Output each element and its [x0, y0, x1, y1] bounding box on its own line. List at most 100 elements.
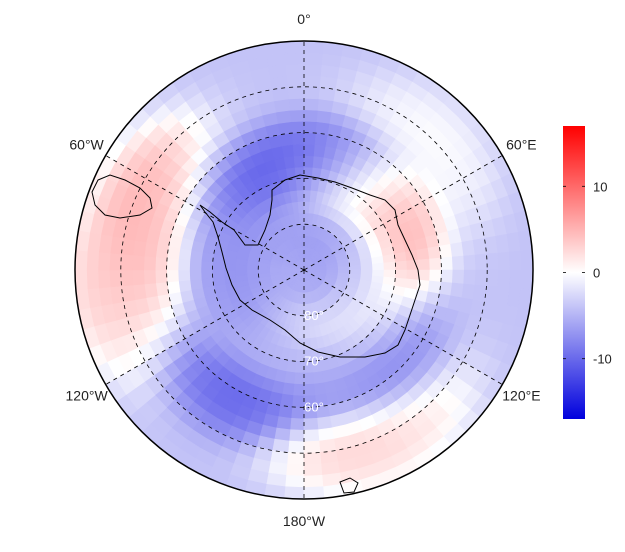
- heatmap-cell: [372, 262, 385, 271]
- latitude-label: 60°: [304, 399, 324, 414]
- heatmap-cell: [290, 120, 305, 134]
- heatmap-cell: [289, 417, 305, 431]
- heatmap-cell: [303, 41, 325, 54]
- heatmap-cell: [463, 269, 477, 286]
- heatmap-cell: [155, 243, 170, 259]
- colorbar-tick-label: 0: [593, 266, 600, 281]
- heatmap-cell: [108, 269, 122, 288]
- heatmap-cell: [290, 406, 305, 420]
- heatmap-cell: [294, 166, 305, 180]
- heatmap-cell: [383, 261, 396, 271]
- heatmap-cell: [394, 260, 408, 271]
- heatmap-cell: [189, 269, 202, 281]
- heatmap-cell: [303, 417, 319, 431]
- latitude-circle: [166, 132, 442, 408]
- heatmap-cell: [166, 269, 179, 283]
- heatmap-cell: [486, 269, 499, 288]
- heatmap-cell: [520, 249, 533, 271]
- heatmap-cell: [440, 269, 454, 284]
- heatmap-cell: [177, 269, 191, 282]
- meridian-line: [303, 269, 503, 385]
- heatmap-cell: [450, 282, 465, 299]
- heatmap-cell: [303, 86, 321, 100]
- longitude-label: 60°E: [506, 137, 537, 153]
- heatmap-cell: [303, 178, 313, 191]
- heatmap-cell: [303, 372, 315, 385]
- colorbar-ticks: 10 0 -10: [563, 179, 612, 367]
- heatmap-cell: [143, 241, 158, 258]
- heatmap-cell: [108, 252, 122, 271]
- heatmap-cell: [303, 486, 325, 499]
- heatmap-cell: [212, 261, 225, 271]
- heatmap-cell: [120, 253, 134, 271]
- heatmap-cell: [155, 281, 170, 297]
- heatmap-cell: [277, 121, 293, 136]
- heatmap-cell: [275, 109, 292, 124]
- heatmap-cell: [299, 223, 305, 237]
- heatmap-cell: [287, 440, 305, 454]
- heatmap-cell: [200, 269, 214, 280]
- latitude-circle: [120, 86, 488, 454]
- heatmap-cell: [281, 144, 295, 158]
- heatmap-cell: [303, 383, 316, 397]
- heatmap-cell: [315, 121, 331, 136]
- latitude-label: 80°: [304, 308, 324, 323]
- heatmap-cell: [154, 256, 168, 271]
- heatmap-cell: [303, 429, 320, 443]
- heatmap-cell: [497, 251, 511, 271]
- heatmap-cell: [189, 259, 202, 271]
- heatmap-cell: [200, 277, 215, 289]
- heatmap-cell: [75, 269, 88, 291]
- heatmap-cell: [120, 269, 134, 287]
- meridian-line: [105, 269, 305, 385]
- heatmap-cell: [497, 269, 511, 289]
- heatmap-cell: [303, 452, 322, 465]
- heatmap-cell: [284, 52, 305, 66]
- latitude-label: 70°: [304, 354, 324, 369]
- antarctica-coastline: [91, 174, 421, 494]
- heatmap-cell: [86, 250, 100, 271]
- heatmap-cell: [289, 109, 305, 123]
- heatmap-cell: [427, 245, 442, 260]
- heatmap-cell: [438, 281, 453, 297]
- heatmap-cell: [189, 278, 203, 291]
- heatmap-cell: [303, 97, 320, 111]
- heatmap-cell: [296, 189, 305, 202]
- heatmap-cell: [429, 269, 442, 283]
- heatmap-cell: [294, 360, 305, 374]
- heatmap-cell: [178, 279, 192, 293]
- heatmap-cell: [277, 404, 293, 419]
- heatmap-cell: [508, 250, 522, 271]
- heatmap-cell: [393, 251, 408, 263]
- colorbar-tick-label: -10: [593, 352, 612, 367]
- heatmap-cell: [283, 41, 305, 54]
- heatmap-cell: [285, 63, 305, 77]
- latitude-circle: [257, 223, 351, 317]
- meridian-line: [303, 155, 503, 271]
- latitude-labels: 80° 70° 60°: [304, 308, 324, 415]
- heatmap-cell: [406, 269, 419, 281]
- heatmap-cell: [166, 257, 179, 271]
- heatmap-cell: [293, 155, 305, 168]
- heatmap-cell: [223, 269, 236, 278]
- longitude-labels: 0° 60°E 120°E 180°W 120°W 60°W: [66, 11, 541, 529]
- heatmap-cell: [463, 254, 477, 271]
- heatmap-cell: [440, 256, 454, 271]
- heatmap-cell: [303, 474, 324, 488]
- heatmap-cell: [349, 264, 362, 271]
- heatmap-cell: [275, 416, 292, 431]
- heatmap-cell: [154, 269, 168, 284]
- longitude-label: 60°W: [69, 137, 104, 153]
- heatmap-cell: [131, 254, 145, 271]
- heatmap-cell: [316, 109, 333, 124]
- heatmap-cell: [295, 349, 305, 362]
- heatmap-cell: [131, 269, 145, 286]
- heatmap-cell: [474, 269, 488, 287]
- heatmap-cell: [283, 486, 305, 499]
- heatmap-cell: [303, 52, 324, 66]
- heatmap-cell: [394, 269, 408, 280]
- colorbar: 10 0 -10: [563, 126, 612, 419]
- heatmap-cell: [417, 269, 431, 282]
- heatmap-cell: [406, 259, 419, 271]
- heatmap-cell: [283, 155, 296, 169]
